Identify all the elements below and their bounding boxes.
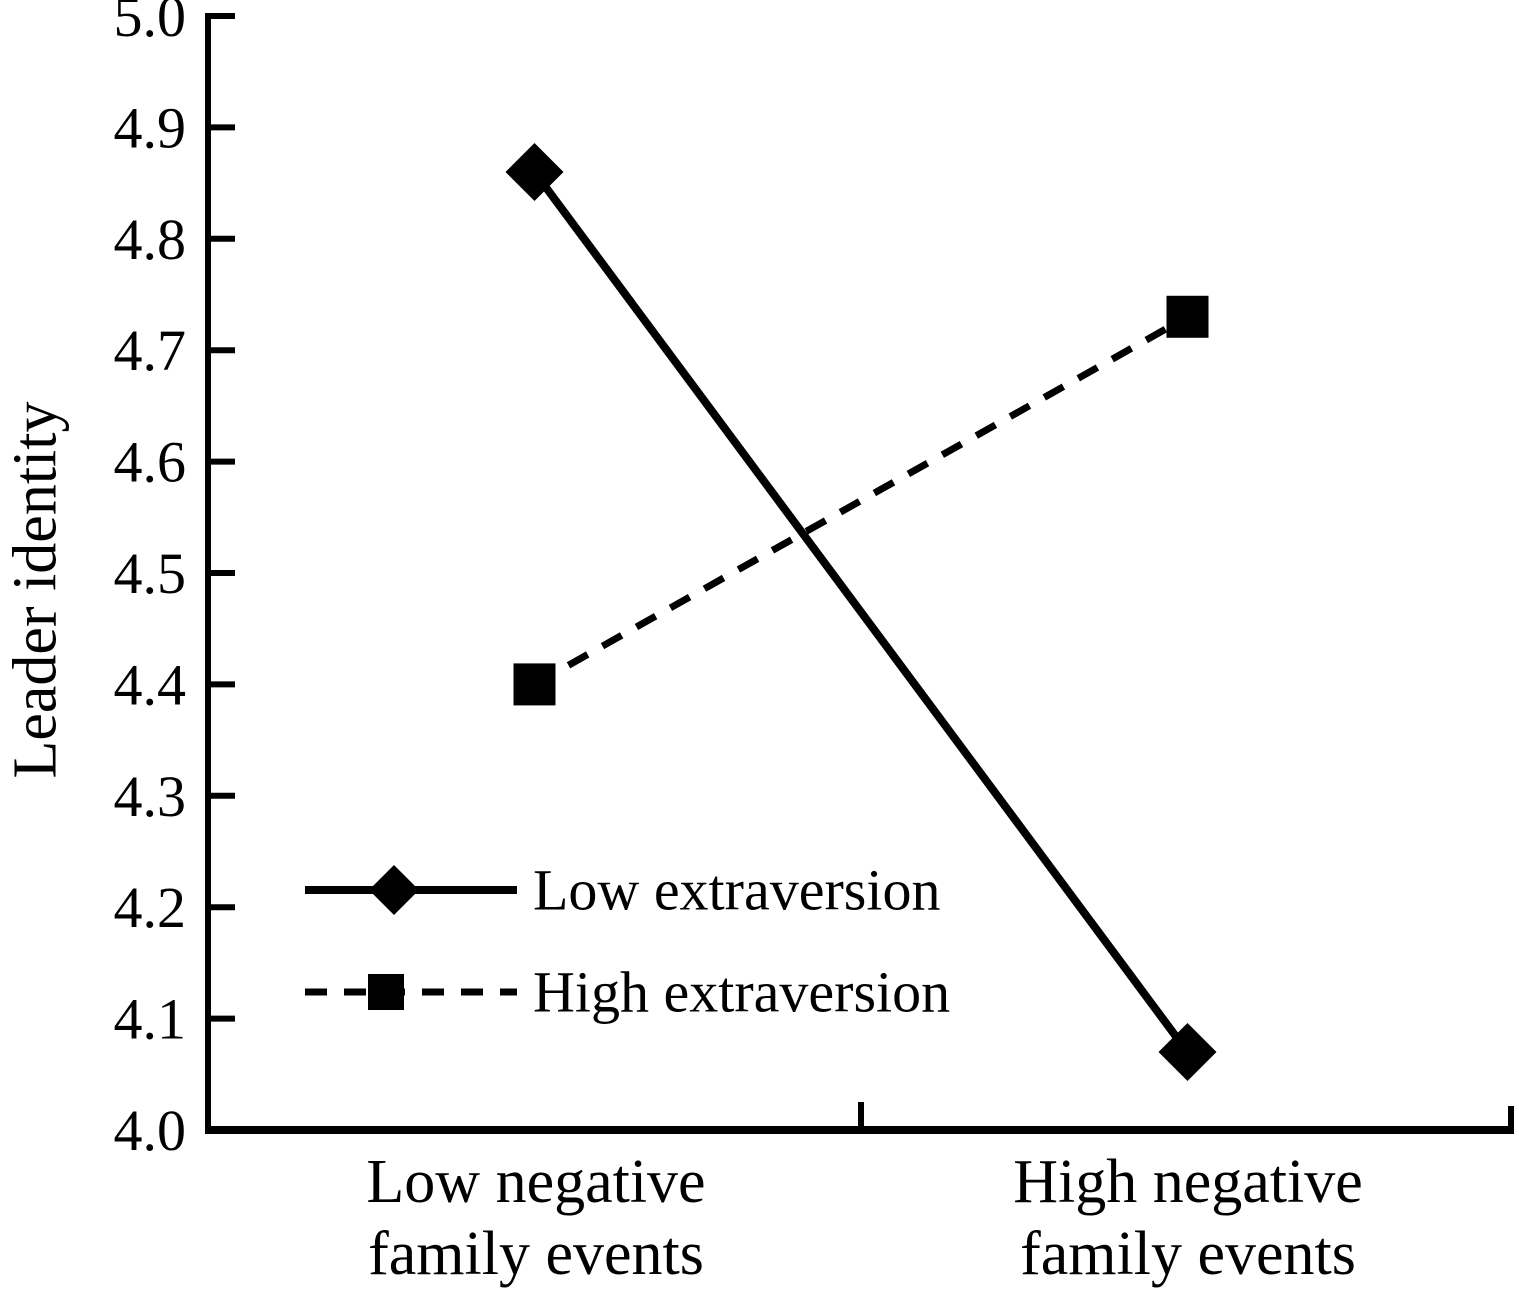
y-tick-label: 4.4 xyxy=(114,652,187,717)
legend-marker-diamond xyxy=(369,865,419,915)
data-point-diamond xyxy=(1158,1023,1217,1082)
y-tick-label: 4.5 xyxy=(114,541,187,606)
legend-label-high-extraversion: High extraversion xyxy=(533,959,951,1025)
data-point-square xyxy=(1166,295,1209,338)
y-tick-label: 5.0 xyxy=(114,0,187,49)
y-tick-label: 4.8 xyxy=(114,207,187,272)
y-tick-label: 4.2 xyxy=(114,875,187,940)
x-category-label-high-line1: High negative xyxy=(1013,1148,1363,1216)
data-point-square xyxy=(513,663,556,706)
y-axis-title: Leader identity xyxy=(1,401,70,779)
series-line-high-extraversion xyxy=(532,313,1190,688)
y-tick-label: 4.7 xyxy=(114,318,187,383)
legend-label-low-extraversion: Low extraversion xyxy=(533,857,941,923)
x-category-label-high: High negative family events xyxy=(1013,1146,1363,1289)
data-point-diamond xyxy=(505,142,564,201)
y-tick-label: 4.1 xyxy=(114,987,187,1052)
x-category-label-low-line2: family events xyxy=(368,1220,704,1288)
y-tick-label: 4.3 xyxy=(114,764,187,829)
y-tick-label: 4.6 xyxy=(114,430,187,495)
x-category-label-low-line1: Low negative xyxy=(366,1148,706,1216)
legend-marker-square xyxy=(368,974,404,1010)
y-tick-label: 4.9 xyxy=(114,95,187,160)
series-line-low-extraversion xyxy=(531,169,1191,1055)
x-category-label-low: Low negative family events xyxy=(366,1146,705,1289)
x-category-label-high-line2: family events xyxy=(1020,1220,1356,1288)
y-tick-label: 4.0 xyxy=(114,1098,187,1163)
